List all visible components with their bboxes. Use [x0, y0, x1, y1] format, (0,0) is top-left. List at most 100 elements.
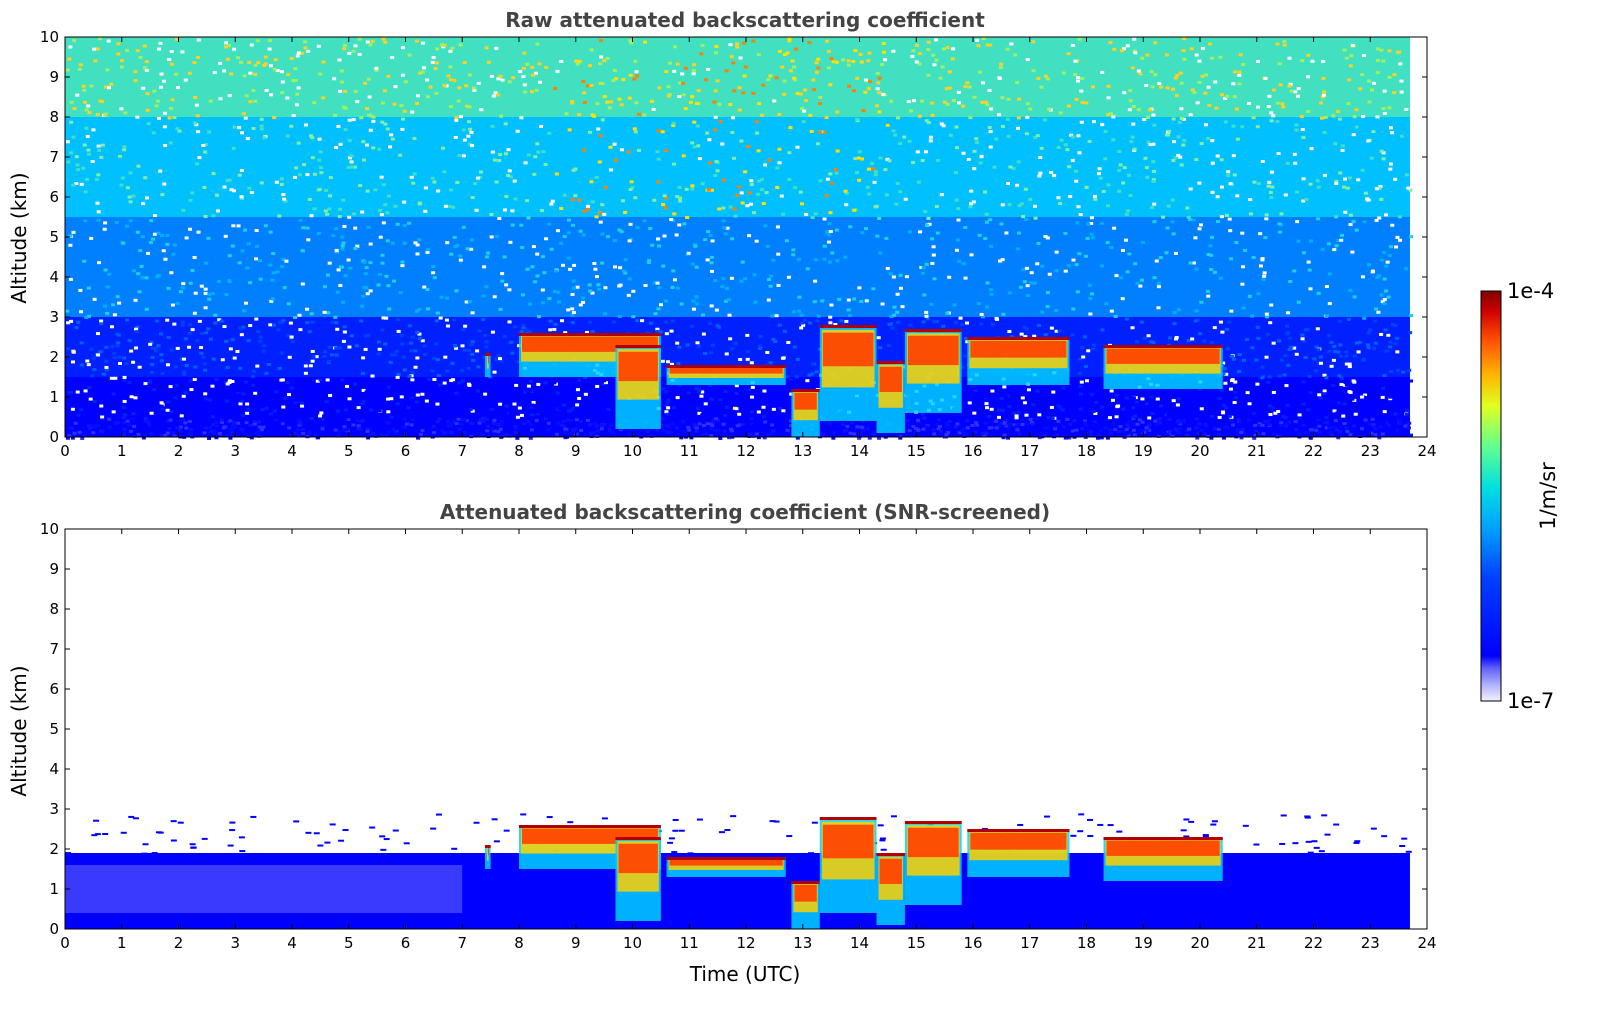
noise-speckle: [942, 414, 947, 418]
noise-speckle: [924, 314, 929, 318]
noise-speckle: [785, 428, 790, 432]
noise-speckle: [165, 363, 170, 367]
screened-speckle: [229, 829, 236, 832]
noise-speckle: [977, 233, 982, 237]
noise-speckle: [788, 419, 793, 423]
x-tick-label: 9: [571, 934, 581, 952]
noise-speckle: [318, 414, 323, 418]
noise-speckle: [1100, 70, 1105, 74]
noise-speckle: [1131, 396, 1136, 400]
noise-speckle: [888, 272, 893, 276]
noise-speckle: [100, 429, 105, 433]
noise-speckle: [365, 143, 370, 147]
noise-speckle: [1350, 43, 1355, 47]
noise-speckle: [649, 99, 654, 103]
noise-speckle: [504, 433, 509, 437]
cloud-layer-core: [487, 846, 489, 856]
noise-speckle: [360, 418, 365, 422]
noise-speckle: [193, 96, 198, 100]
noise-speckle: [980, 100, 985, 104]
noise-speckle: [318, 72, 323, 76]
noise-speckle: [548, 319, 553, 323]
noise-speckle: [1071, 307, 1076, 311]
noise-speckle: [209, 430, 214, 434]
noise-speckle: [791, 248, 796, 252]
noise-speckle: [519, 223, 524, 227]
noise-speckle: [1404, 107, 1409, 111]
noise-speckle: [687, 391, 692, 395]
noise-speckle: [792, 345, 797, 349]
noise-speckle: [1402, 384, 1407, 388]
noise-speckle: [432, 377, 437, 381]
noise-speckle: [697, 157, 702, 161]
noise-speckle: [798, 190, 803, 194]
noise-speckle: [1332, 248, 1337, 252]
noise-speckle: [270, 297, 275, 301]
noise-speckle: [1054, 329, 1059, 333]
noise-speckle: [1156, 281, 1161, 285]
noise-speckle: [761, 83, 766, 87]
noise-speckle: [1350, 250, 1355, 254]
noise-speckle: [1084, 423, 1089, 427]
noise-speckle: [121, 241, 126, 245]
noise-speckle: [1252, 180, 1257, 184]
noise-speckle: [359, 427, 364, 431]
noise-speckle: [520, 246, 525, 250]
noise-speckle: [795, 145, 800, 149]
noise-speckle: [795, 92, 800, 96]
noise-speckle: [1132, 147, 1137, 151]
noise-speckle: [1338, 392, 1343, 396]
noise-speckle: [100, 100, 105, 104]
noise-speckle: [686, 425, 691, 429]
noise-speckle: [219, 420, 224, 424]
noise-speckle: [1331, 384, 1336, 388]
noise-speckle: [640, 319, 645, 323]
noise-speckle: [1362, 220, 1367, 224]
noise-speckle: [446, 420, 451, 424]
noise-speckle: [804, 99, 809, 103]
noise-speckle: [955, 238, 960, 242]
noise-speckle: [1344, 56, 1349, 60]
noise-speckle: [346, 165, 351, 169]
noise-speckle: [402, 109, 407, 113]
noise-speckle: [578, 419, 583, 423]
noise-speckle: [609, 100, 614, 104]
noise-speckle: [1210, 56, 1215, 60]
noise-speckle: [766, 298, 771, 302]
noise-speckle: [1194, 417, 1199, 421]
noise-speckle: [922, 416, 927, 420]
noise-speckle: [1066, 52, 1071, 56]
noise-speckle: [143, 419, 148, 423]
noise-speckle: [1118, 276, 1123, 280]
noise-speckle: [774, 314, 779, 318]
noise-speckle: [190, 268, 195, 272]
noise-speckle: [936, 427, 941, 431]
noise-speckle: [1164, 133, 1169, 137]
noise-speckle: [873, 170, 878, 174]
noise-speckle: [570, 321, 575, 325]
noise-speckle: [99, 404, 104, 408]
x-tick-label: 2: [174, 934, 184, 952]
noise-speckle: [401, 117, 406, 121]
noise-speckle: [1339, 238, 1344, 242]
noise-speckle: [449, 252, 454, 256]
noise-speckle: [881, 41, 886, 45]
noise-speckle: [1182, 139, 1187, 143]
noise-speckle: [619, 148, 624, 152]
noise-speckle: [1345, 430, 1350, 434]
noise-speckle: [229, 188, 234, 192]
noise-speckle: [526, 153, 531, 157]
noise-speckle: [171, 431, 176, 435]
noise-speckle: [497, 158, 502, 162]
noise-speckle: [266, 362, 271, 366]
noise-speckle: [187, 71, 192, 75]
noise-speckle: [381, 183, 386, 187]
noise-speckle: [1407, 421, 1412, 425]
noise-speckle: [1263, 419, 1268, 423]
x-tick-label: 5: [344, 934, 354, 952]
noise-speckle: [374, 434, 379, 438]
noise-speckle: [434, 342, 439, 346]
noise-speckle: [317, 188, 322, 192]
noise-speckle: [522, 421, 527, 425]
noise-speckle: [264, 406, 269, 410]
